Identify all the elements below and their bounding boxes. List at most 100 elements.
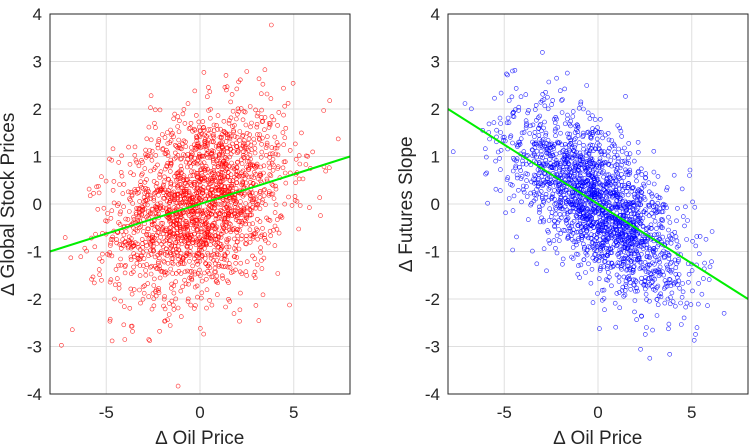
y-tick-label: -2 <box>425 290 440 309</box>
data-point <box>162 318 168 324</box>
data-point <box>227 178 232 183</box>
data-point <box>207 89 213 94</box>
data-point <box>155 162 160 168</box>
data-point <box>199 219 205 224</box>
data-point <box>167 301 172 306</box>
data-point <box>667 351 673 357</box>
data-point <box>199 162 205 168</box>
data-point <box>572 136 578 141</box>
data-point <box>224 87 229 93</box>
data-point <box>483 171 488 177</box>
data-point <box>128 257 134 262</box>
data-point <box>259 200 265 205</box>
data-point <box>216 143 221 149</box>
data-point <box>211 201 216 206</box>
data-point <box>252 146 258 151</box>
data-point <box>239 161 245 166</box>
data-point <box>129 291 135 297</box>
data-point <box>482 146 488 151</box>
data-point <box>556 238 562 243</box>
data-point <box>166 177 171 182</box>
data-point <box>638 346 643 352</box>
data-point <box>103 218 108 224</box>
data-point <box>179 238 184 244</box>
data-point <box>203 260 208 266</box>
data-point <box>59 342 64 348</box>
data-point <box>158 234 163 240</box>
data-point <box>268 173 274 178</box>
data-point <box>505 72 510 78</box>
data-point <box>532 107 538 112</box>
data-point <box>153 107 158 113</box>
data-point <box>221 202 226 207</box>
data-point <box>139 203 145 209</box>
data-point <box>581 257 587 263</box>
data-point <box>146 337 152 342</box>
data-point <box>450 149 456 154</box>
data-point <box>275 152 281 158</box>
data-point <box>149 222 155 228</box>
data-point <box>188 222 194 227</box>
x-tick-label: 5 <box>687 403 696 422</box>
data-point <box>157 172 163 177</box>
data-point <box>129 192 135 198</box>
data-point <box>222 85 228 90</box>
data-point <box>242 190 247 196</box>
data-point <box>552 188 557 193</box>
data-point <box>597 117 603 122</box>
data-point <box>203 196 208 202</box>
data-point <box>197 218 202 223</box>
data-point <box>462 101 468 106</box>
data-point <box>109 338 115 344</box>
y-tick-label: 3 <box>431 53 440 72</box>
data-point <box>256 76 262 82</box>
data-point <box>235 160 240 165</box>
data-point <box>206 85 211 90</box>
data-point <box>228 115 234 121</box>
data-point <box>183 219 188 224</box>
data-point <box>249 212 254 218</box>
data-point <box>204 143 210 149</box>
data-point <box>169 256 175 262</box>
data-point <box>161 239 166 245</box>
data-point <box>107 279 113 285</box>
data-point <box>220 151 225 157</box>
data-point <box>174 250 179 255</box>
data-point <box>135 244 141 250</box>
data-point <box>165 176 171 182</box>
data-point <box>190 209 195 214</box>
data-point <box>201 70 207 75</box>
data-point <box>266 125 272 130</box>
data-point <box>226 163 232 169</box>
data-point <box>192 185 197 191</box>
data-point <box>531 134 537 139</box>
data-point <box>160 221 165 226</box>
data-point <box>583 270 588 275</box>
data-point <box>195 172 201 178</box>
data-point <box>528 123 533 129</box>
data-point <box>527 131 533 136</box>
data-point <box>261 193 267 198</box>
data-point <box>188 155 194 160</box>
data-point <box>232 254 238 260</box>
data-point <box>95 207 101 212</box>
data-point <box>171 290 177 296</box>
y-tick-label: -3 <box>27 338 42 357</box>
data-point <box>253 205 258 211</box>
data-point <box>269 145 275 150</box>
data-point <box>134 159 139 165</box>
data-point <box>262 115 268 120</box>
data-point <box>151 195 157 201</box>
data-point <box>183 226 188 232</box>
data-point <box>86 186 92 192</box>
data-point <box>235 159 240 165</box>
data-point <box>654 226 659 231</box>
data-point <box>153 293 159 299</box>
data-point <box>680 281 685 286</box>
data-point <box>494 127 499 133</box>
data-point <box>153 125 158 130</box>
data-point <box>213 242 219 248</box>
data-point <box>214 224 220 230</box>
data-point <box>290 81 296 86</box>
data-point <box>564 70 570 76</box>
